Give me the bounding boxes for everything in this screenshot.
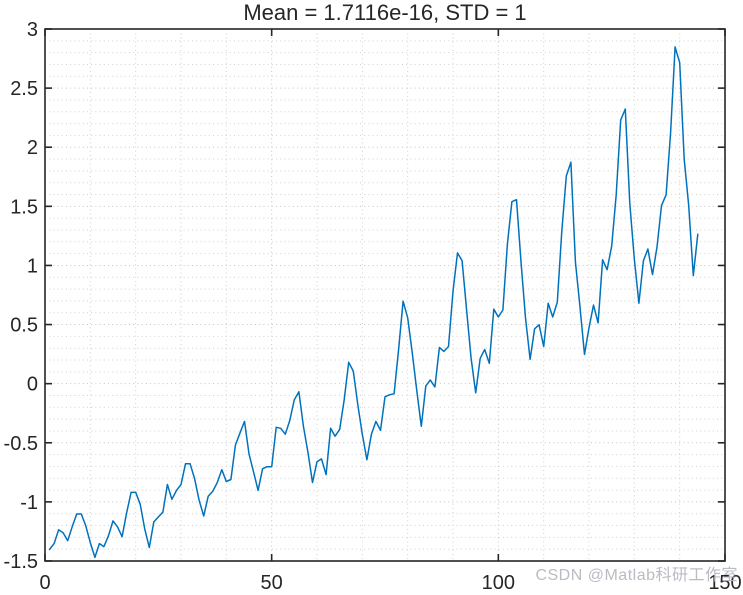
- y-tick-label: -1.5: [4, 551, 38, 573]
- y-tick-label: 2.5: [10, 78, 38, 100]
- chart-title: Mean = 1.7116e-16, STD = 1: [243, 0, 527, 25]
- y-tick-label: -0.5: [4, 433, 38, 455]
- y-tick-label: 1.5: [10, 196, 38, 218]
- axes-box: [44, 28, 726, 562]
- y-tick-label: 0: [27, 374, 38, 396]
- y-tick-label: 1: [27, 255, 38, 277]
- x-tick-label: 150: [708, 572, 741, 594]
- data-line: [48, 46, 699, 559]
- y-tick-label: -1: [20, 492, 38, 514]
- y-tick-label: 2: [27, 137, 38, 159]
- watermark: CSDN @Matlab科研工作室: [535, 567, 738, 584]
- x-tick-label: 50: [261, 572, 283, 594]
- y-tick-label: 0.5: [10, 315, 38, 337]
- x-tick-label: 100: [482, 572, 515, 594]
- y-tick-label: 3: [27, 19, 38, 41]
- x-tick-label: 0: [39, 572, 50, 594]
